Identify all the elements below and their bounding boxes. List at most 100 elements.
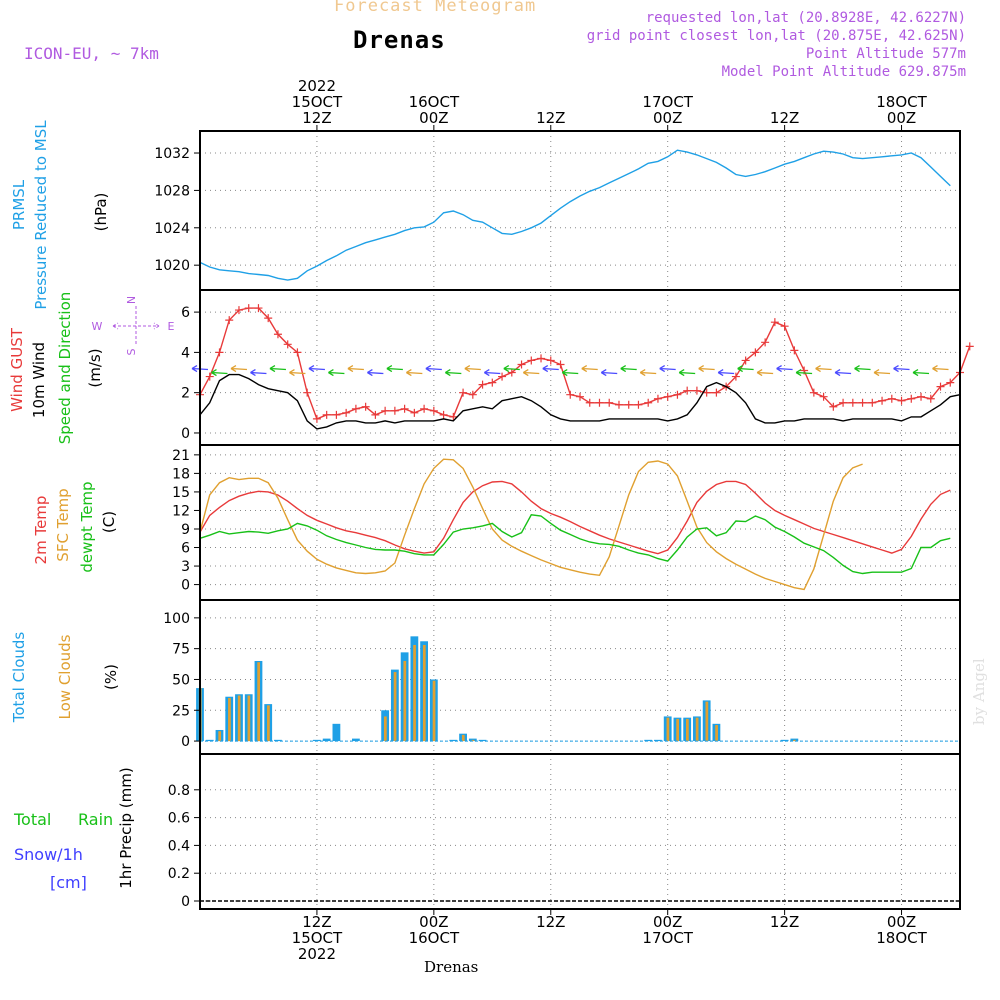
wind-direction-arrow — [406, 368, 423, 377]
grid-point-coords: grid point closest lon,lat (20.875E, 42.… — [586, 28, 966, 44]
top-tick-label: 00Z — [887, 109, 916, 127]
wind-direction-arrow — [795, 368, 813, 377]
low-cloud-bar — [432, 680, 436, 742]
compass-icon — [112, 306, 160, 346]
gust-marker — [848, 398, 857, 407]
low-cloud-bar — [257, 662, 261, 742]
series-line-dewpt-temp — [199, 514, 951, 575]
low-cloud-bar — [403, 660, 407, 742]
ylabel-sfc-temp: SFC Temp — [54, 488, 72, 561]
gust-marker — [498, 372, 507, 381]
ylabel-percent: (%) — [102, 664, 120, 690]
gust-marker — [293, 348, 302, 357]
gust-marker — [342, 408, 351, 417]
total-cloud-bar — [790, 738, 799, 742]
y-tick-label: 0.4 — [168, 838, 190, 854]
y-tick-label: 0 — [181, 894, 190, 910]
ylabel-dewpt-temp: dewpt Temp — [78, 481, 96, 572]
gust-marker — [868, 398, 877, 407]
bottom-tick-label: 00Z — [419, 913, 448, 931]
bottom-tick-label: 00Z — [653, 913, 682, 931]
y-tick-label: 0.8 — [168, 783, 190, 799]
wind-direction-arrow — [756, 368, 774, 377]
gust-marker — [332, 410, 341, 419]
axis-labels: 1020 1024 1028 1032 0 2 4 6 0 3 6 9 12 15 18 21 0 25 50 75 1… — [8, 77, 928, 963]
gust-marker — [585, 398, 594, 407]
wind-direction-arrow — [561, 368, 579, 377]
gust-marker — [683, 386, 692, 395]
bottom-tick-label: 16OCT — [409, 929, 460, 947]
gust-marker — [527, 356, 536, 365]
gust-marker — [546, 356, 555, 365]
gust-marker — [946, 378, 955, 387]
gust-marker — [907, 394, 916, 403]
forecast-title: Forecast Meteogram — [334, 0, 537, 16]
wind-direction-arrow — [347, 364, 364, 373]
ylabel-pressure: Pressure Reduced to MSL — [32, 120, 50, 310]
gust-marker — [858, 398, 867, 407]
y-tick-label: 50 — [172, 672, 190, 688]
wind-direction-arrow — [464, 364, 481, 373]
gust-marker — [839, 398, 848, 407]
gust-marker — [244, 304, 253, 313]
wind-direction-arrow — [873, 368, 891, 377]
wind-direction-arrow — [230, 364, 248, 373]
wind-direction-arrow — [211, 368, 228, 377]
ylabel-wind-gust: Wind GUST — [8, 327, 26, 412]
wind-direction-arrow — [328, 368, 345, 377]
wind-direction-arrow — [483, 368, 501, 377]
panel-frame-precip — [199, 753, 961, 910]
ylabel-ms: (m/s) — [86, 348, 104, 387]
gust-marker — [936, 382, 945, 391]
gust-marker — [390, 406, 399, 415]
gust-marker — [653, 394, 662, 403]
ylabel-speed-direction: Speed and Direction — [56, 292, 74, 445]
gust-marker — [878, 396, 887, 405]
gust-marker — [459, 388, 468, 397]
gust-marker — [303, 388, 312, 397]
total-cloud-bar — [644, 739, 653, 742]
total-cloud-bar — [468, 738, 477, 742]
gust-marker — [507, 368, 516, 377]
top-tick-label: 00Z — [653, 109, 682, 127]
gust-marker — [692, 386, 701, 395]
gust-marker — [225, 316, 234, 325]
y-tick-label: 2 — [181, 386, 190, 402]
ylabel-prmsl: PRMSL — [10, 179, 28, 230]
gust-marker — [517, 360, 526, 369]
gust-marker — [663, 392, 672, 401]
total-cloud-bar — [313, 739, 321, 742]
gust-marker — [712, 388, 721, 397]
wind-direction-arrow — [698, 364, 715, 373]
panel-frame-wind — [199, 289, 961, 446]
bottom-tick-label: 12Z — [770, 913, 799, 931]
gust-marker — [351, 404, 360, 413]
gust-marker — [605, 398, 614, 407]
gust-marker — [371, 410, 380, 419]
y-tick-label: 1024 — [154, 221, 190, 237]
top-tick-label: 12Z — [302, 109, 331, 127]
gust-marker — [673, 390, 682, 399]
compass-w: W — [92, 320, 103, 333]
ylabel-hpa: (hPa) — [92, 193, 110, 232]
gust-marker — [595, 398, 604, 407]
top-tick-label: 18OCT — [876, 93, 927, 111]
gust-marker — [917, 392, 926, 401]
total-cloud-bar — [352, 738, 360, 742]
low-cloud-bar — [383, 716, 387, 742]
wind-direction-arrow — [737, 364, 754, 373]
gust-marker — [488, 378, 497, 387]
wind-direction-arrow — [639, 368, 657, 377]
wind-direction-arrow — [269, 364, 286, 373]
gust-marker — [731, 372, 740, 381]
top-tick-label: 16OCT — [409, 93, 460, 111]
gust-marker — [634, 400, 643, 409]
compass-e: E — [168, 320, 175, 333]
low-cloud-bar — [247, 695, 251, 742]
footer-location: Drenas — [424, 958, 479, 976]
gust-marker — [283, 340, 292, 349]
low-cloud-bar — [237, 695, 241, 742]
ylabel-precip: 1hr Precip (mm) — [117, 767, 135, 888]
wind-direction-arrow — [620, 364, 637, 373]
